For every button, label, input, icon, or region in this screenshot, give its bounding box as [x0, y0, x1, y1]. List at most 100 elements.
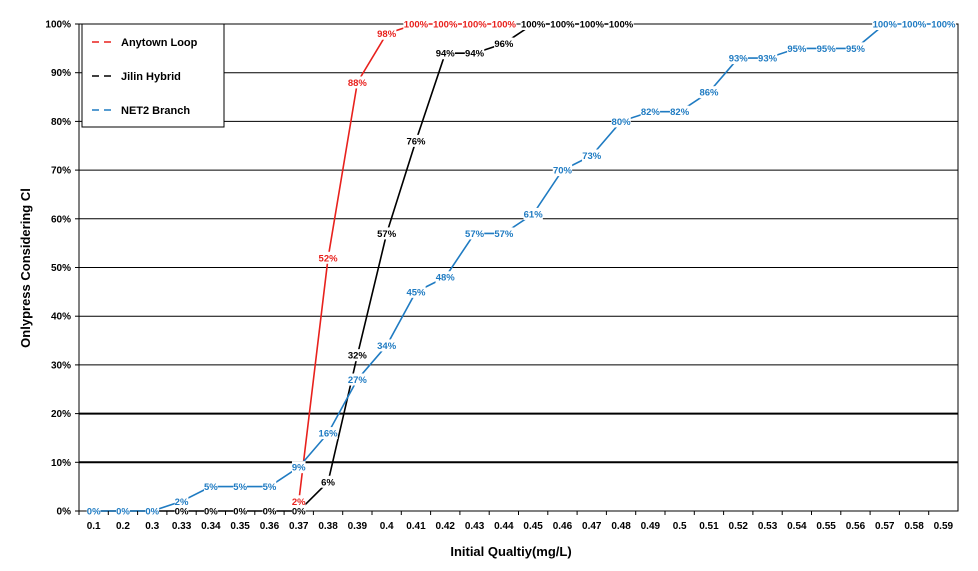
data-label-text: 2% [175, 497, 189, 508]
data-label-text: 100% [931, 20, 956, 31]
data-label: 82% [669, 105, 690, 118]
data-label-text: 100% [580, 20, 605, 31]
x-tick-label: 0.56 [846, 521, 866, 532]
data-label: 0% [292, 505, 306, 518]
y-tick-label: 60% [51, 214, 71, 225]
data-label: 52% [318, 251, 339, 264]
data-label-bg [523, 207, 543, 220]
data-label: 27% [347, 373, 368, 386]
x-tick-label: 0.57 [875, 521, 895, 532]
data-label-text: 100% [433, 20, 458, 31]
data-label-bg [582, 149, 602, 162]
data-label: 34% [376, 339, 397, 352]
data-label-text: 80% [612, 117, 632, 128]
data-label-bg [145, 505, 160, 517]
data-label: 100% [461, 18, 488, 31]
data-label-bg [291, 495, 306, 508]
x-axis-title: Initial Qualtiy(mg/L) [450, 544, 571, 559]
data-label-bg [403, 18, 429, 30]
data-label-bg [520, 18, 546, 30]
x-tick-label: 0.59 [934, 521, 954, 532]
data-label-text: 9% [292, 463, 306, 474]
data-label-bg [435, 47, 455, 60]
data-label-text: 100% [609, 20, 634, 31]
data-label-text: 86% [699, 88, 719, 99]
data-label: 2% [292, 495, 306, 508]
data-label-bg [291, 461, 306, 474]
x-tick-label: 0.44 [494, 521, 514, 532]
data-label: 100% [608, 18, 634, 31]
y-tick-label: 100% [45, 20, 71, 31]
legend-label: Anytown Loop [121, 37, 198, 49]
x-tick-label: 0.36 [260, 521, 280, 532]
data-label-bg [640, 105, 661, 118]
data-label-text: 82% [670, 107, 690, 118]
x-tick-label: 0.41 [406, 521, 426, 532]
data-label-bg [757, 52, 778, 65]
data-label-text: 100% [550, 20, 575, 31]
data-label: 100% [403, 18, 429, 31]
y-tick-label: 0% [57, 507, 72, 518]
x-tick-label: 0.49 [641, 521, 661, 532]
data-label: 80% [611, 115, 631, 128]
y-tick-label: 80% [51, 117, 71, 128]
data-label: 100% [579, 18, 604, 31]
data-label-text: 61% [524, 209, 544, 220]
data-label-text: 98% [377, 29, 397, 40]
data-label-bg [347, 373, 368, 386]
data-label-bg [494, 227, 514, 240]
data-label: 57% [376, 227, 397, 240]
data-label: 0% [233, 505, 248, 518]
data-label-text: 0% [145, 507, 159, 518]
data-label: 100% [520, 18, 546, 31]
data-label-text: 5% [233, 482, 247, 493]
data-label-text: 100% [873, 20, 898, 31]
data-label-text: 95% [846, 44, 866, 55]
data-label-text: 57% [465, 229, 485, 240]
data-label-bg [318, 251, 338, 264]
data-label-text: 52% [319, 253, 339, 264]
data-label-text: 94% [465, 49, 485, 60]
data-label-text: 94% [436, 49, 456, 60]
data-label: 95% [845, 42, 866, 55]
data-label-bg [464, 227, 485, 240]
data-label-bg [552, 164, 573, 177]
data-label: 95% [816, 42, 836, 55]
data-label-text: 70% [553, 166, 573, 177]
data-label: 0% [116, 505, 130, 518]
data-label-bg [435, 271, 455, 284]
data-label-bg [845, 42, 866, 55]
x-tick-label: 0.33 [172, 521, 192, 532]
data-label: 0% [145, 505, 160, 518]
data-label-text: 82% [641, 107, 661, 118]
y-axis-ticks: 0% 10% 20% 30% 40% 50% 60% 70% 80% 90% 100% [45, 20, 79, 518]
x-tick-label: 0.48 [611, 521, 631, 532]
y-tick-label: 40% [51, 312, 71, 323]
data-label: 100% [930, 18, 956, 31]
data-label-bg [728, 52, 748, 65]
data-label-bg [291, 505, 306, 517]
data-label-text: 95% [787, 44, 807, 55]
data-label: 94% [464, 47, 485, 60]
data-label-bg [611, 115, 631, 128]
data-label: 98% [376, 27, 397, 40]
data-label-text: 57% [494, 229, 514, 240]
y-axis-title: Onlypress Considering Cl [18, 188, 33, 348]
data-label-text: 0% [175, 507, 189, 518]
data-label-bg [432, 18, 458, 30]
data-label-bg [406, 285, 426, 298]
data-label-text: 88% [348, 78, 368, 89]
y-tick-label: 30% [51, 360, 71, 371]
data-label-bg [901, 18, 927, 30]
data-label: 16% [318, 427, 338, 440]
data-label-text: 48% [436, 273, 456, 284]
data-label-bg [461, 18, 488, 30]
data-label-bg [347, 76, 368, 89]
y-tick-label: 70% [51, 166, 71, 177]
data-label-text: 100% [521, 20, 546, 31]
data-label-bg [579, 18, 605, 30]
data-label-text: 93% [729, 54, 749, 65]
data-label-bg [816, 42, 836, 55]
data-label: 100% [901, 18, 927, 31]
